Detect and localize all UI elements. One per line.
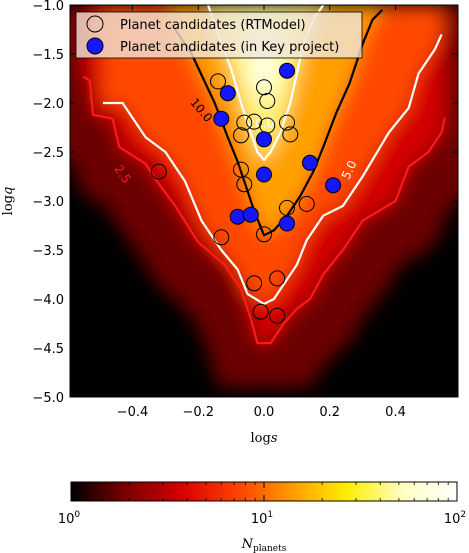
contour-label-20.0: 20.0: [247, 117, 274, 131]
colorbar-tick-label: 101: [251, 510, 273, 527]
x-axis: −0.4 −0.2 0.0 0.2 0.4: [117, 5, 406, 420]
y-tick-label: −1.5: [32, 48, 64, 63]
rtmodel-point: [233, 127, 249, 144]
data-points: [150, 62, 342, 324]
key-project-point: [213, 110, 230, 127]
rtmodel-point: [236, 114, 253, 131]
key-project-point: [325, 177, 342, 194]
key-project-point: [279, 215, 295, 232]
y-tick-label: −1.0: [32, 0, 64, 14]
colorbar-tick-label: 100: [58, 510, 81, 527]
rtmodel-point: [282, 126, 299, 143]
rtmodel-point: [246, 275, 263, 292]
x-tick-label: −0.2: [182, 405, 214, 420]
legend-marker-rtmodel: [86, 15, 104, 33]
legend: Planet candidates (RTModel) Planet candi…: [75, 11, 363, 59]
y-tick-label: −3.0: [32, 195, 64, 210]
key-project-point: [242, 206, 259, 223]
key-project-point: [279, 62, 295, 79]
key-project-point: [229, 208, 246, 225]
y-axis: −1.0 −1.5 −2.0 −2.5 −3.0 −3.5 −4.0 −4.5 −5.0: [32, 0, 458, 406]
rtmodel-point: [210, 73, 226, 90]
y-tick-label: −4.0: [32, 293, 64, 308]
x-tick-label: −0.4: [117, 405, 149, 420]
y-axis-label: logq: [1, 187, 16, 216]
x-tick-label: 0.0: [254, 405, 275, 420]
rtmodel-point: [252, 303, 269, 320]
rtmodel-point: [279, 114, 295, 131]
rtmodel-point: [236, 176, 253, 193]
legend-box: [75, 11, 363, 59]
contour-line-5.0: [102, 33, 443, 305]
rtmodel-point: [256, 226, 272, 243]
key-project-point: [256, 166, 272, 183]
y-tick-label: −4.5: [32, 342, 64, 357]
heatmap: [70, 5, 458, 397]
rtmodel-point: [150, 163, 167, 180]
rtmodel-point: [259, 93, 276, 109]
rtmodel-point: [269, 270, 286, 287]
rtmodel-point: [269, 307, 286, 324]
y-tick-label: −5.0: [32, 391, 64, 406]
legend-label-rtmodel: Planet candidates (RTModel): [120, 18, 306, 33]
y-tick-label: −3.5: [32, 244, 64, 259]
legend-marker-key-project: [86, 37, 104, 55]
legend-label-key-project: Planet candidates (in Key project): [120, 40, 339, 55]
key-project-point: [219, 85, 236, 102]
x-tick-label: 0.2: [319, 405, 340, 420]
key-project-point: [302, 154, 318, 171]
colorbar-ticks: 100 101 102: [58, 482, 466, 527]
plot-area: 2.5 5.010.0 20.0: [69, 4, 459, 398]
x-axis-label: logs: [251, 431, 278, 446]
x-tick-label: 0.4: [385, 405, 406, 420]
rtmodel-point: [298, 195, 315, 212]
rtmodel-point: [246, 113, 263, 130]
colorbar: 100 101 102 Nplanets: [58, 481, 466, 553]
y-tick-label: −2.5: [32, 146, 64, 161]
rtmodel-point: [213, 229, 230, 246]
key-project-point: [256, 131, 272, 148]
rtmodel-point: [279, 199, 295, 216]
contour-line-2.5: [82, 75, 446, 345]
colorbar-tick-label: 102: [444, 510, 466, 527]
y-tick-label: −2.0: [32, 97, 64, 112]
colorbar-label: Nplanets: [241, 537, 287, 553]
